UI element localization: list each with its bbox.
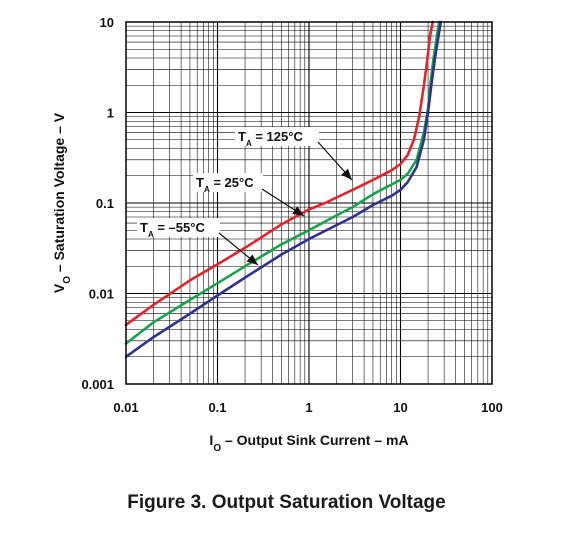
series-annotations: TA = 125°CTA = 25°CTA = –55°C (137, 127, 353, 266)
plot-frame (125, 21, 493, 385)
series-line-1 (124, 20, 441, 345)
chart-grid (126, 22, 492, 384)
x-axis-label-sub: O (213, 443, 221, 454)
annotation-background (137, 218, 220, 237)
annotation-arrowhead (246, 254, 258, 265)
y-tick-label: 10 (100, 15, 114, 30)
x-tick-label: 10 (393, 400, 407, 415)
y-axis-label-main: V (51, 283, 67, 293)
x-axis-label-main: I (209, 432, 213, 448)
annotation-arrowhead (292, 206, 304, 216)
figure-caption: Figure 3. Output Saturation Voltage (127, 492, 446, 513)
series-label-main: T (140, 220, 148, 235)
data-series (124, 20, 443, 359)
series-annotation-2: TA = –55°C (137, 218, 259, 266)
annotation-background (235, 127, 319, 146)
series-annotation-1: TA = 25°C (193, 173, 305, 217)
series-annotation-0: TA = 125°C (235, 127, 353, 181)
y-tick-label: 0.1 (96, 196, 114, 211)
y-tick-label: 0.01 (89, 287, 114, 302)
x-tick-label: 100 (481, 400, 503, 415)
series-label: TA = –55°C (140, 220, 205, 239)
x-tick-label: 0.1 (208, 400, 226, 415)
series-label-rest: = –55°C (154, 220, 206, 235)
x-axis-label: IO – Output Sink Current – mA (209, 432, 408, 454)
series-label-sub: A (148, 230, 154, 239)
series-label-rest: = 25°C (210, 175, 254, 190)
series-label: TA = 25°C (196, 175, 254, 194)
y-axis-label: VO – Saturation Voltage – V (51, 112, 73, 293)
series-label-sub: A (204, 185, 210, 194)
x-tick-label: 0.01 (113, 400, 138, 415)
series-line-2 (124, 20, 443, 359)
series-label-main: T (238, 129, 246, 144)
series-label: TA = 125°C (238, 129, 303, 148)
x-tick-label: 1 (305, 400, 312, 415)
series-label-rest: = 125°C (252, 129, 304, 144)
y-axis-label-rest: – Saturation Voltage – V (51, 112, 67, 276)
y-axis-label-sub: O (62, 276, 73, 284)
series-label-sub: A (246, 139, 252, 148)
tick-labels: 0.01 0.1 1 10 100 0.001 0.01 0.1 1 10 (81, 15, 502, 415)
series-line-0 (124, 20, 435, 327)
annotation-arrowhead (341, 168, 352, 180)
x-axis-label-rest: – Output Sink Current – mA (221, 432, 408, 448)
y-tick-label: 1 (107, 106, 114, 121)
y-tick-label: 0.001 (81, 377, 114, 392)
series-label-main: T (196, 175, 204, 190)
annotation-background (193, 173, 263, 192)
